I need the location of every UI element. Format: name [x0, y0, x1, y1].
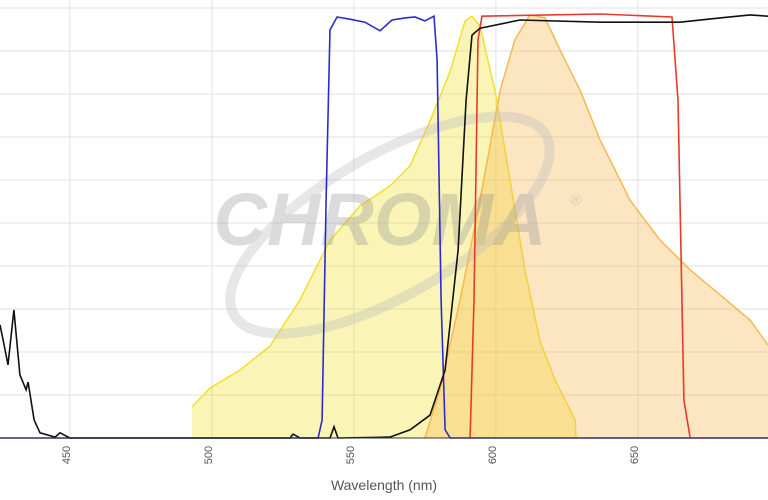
- line: [469, 13, 691, 439]
- area-edge: [191, 15, 577, 439]
- watermark-text: CHROMA: [214, 178, 547, 261]
- x-axis-label: Wavelength (nm): [331, 477, 437, 493]
- x-tick-label: 550: [345, 446, 357, 464]
- line: [0, 14, 768, 439]
- watermark-swoosh: [225, 111, 555, 339]
- area: [192, 16, 576, 438]
- x-tick-label: 450: [61, 446, 73, 464]
- watermark: CHROMA ®: [214, 111, 582, 339]
- watermark-registered: ®: [570, 192, 582, 209]
- area-edge: [424, 14, 768, 439]
- x-tick-label: 650: [629, 446, 641, 464]
- x-tick-label: 500: [203, 446, 215, 464]
- x-tick-label: 600: [487, 446, 499, 464]
- line: [0, 14, 768, 439]
